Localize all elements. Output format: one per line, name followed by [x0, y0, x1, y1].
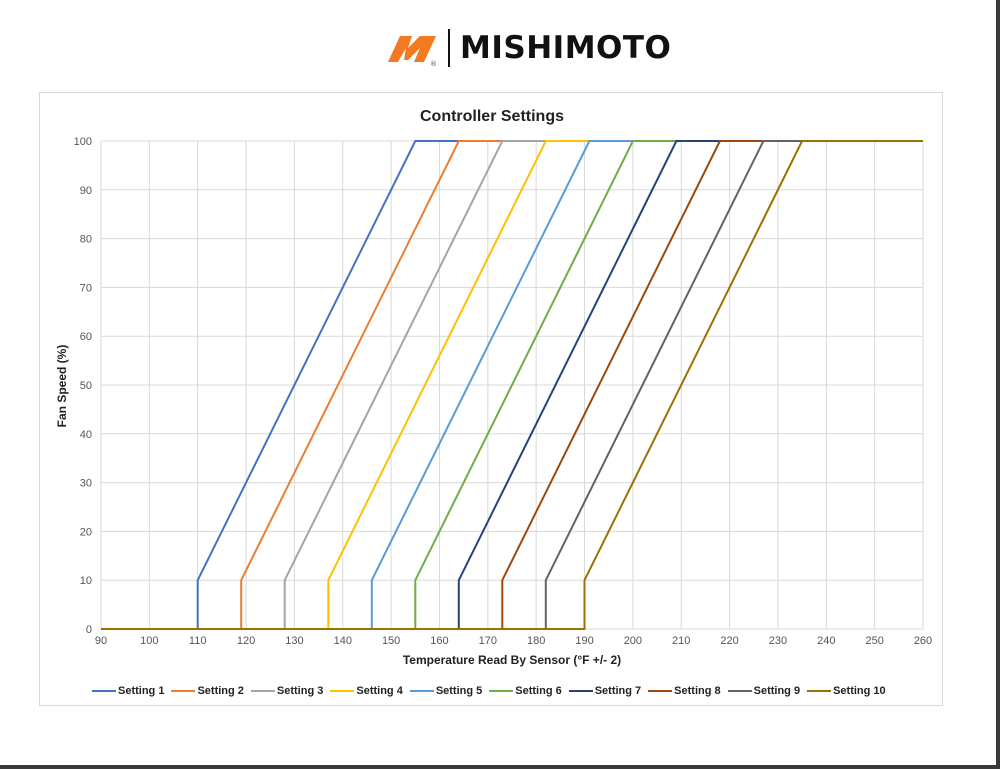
legend-label: Setting 2	[197, 685, 244, 697]
legend-swatch	[92, 690, 116, 692]
legend-swatch	[250, 690, 275, 692]
y-tick-label: 50	[80, 380, 92, 392]
chart-title: Controller Settings	[420, 108, 564, 125]
x-tick-label: 130	[285, 635, 303, 647]
series-line-setting-10	[101, 140, 923, 630]
legend-item: Setting 7	[568, 685, 642, 697]
legend-item: Setting 9	[727, 685, 801, 697]
legend-item: Setting 4	[330, 685, 403, 697]
x-tick-label: 190	[575, 635, 593, 647]
legend-swatch	[568, 690, 593, 692]
x-tick-label: 260	[914, 635, 932, 647]
brand-header: ® MISHIMOTO	[384, 26, 671, 70]
legend-label: Setting 9	[753, 685, 801, 697]
y-tick-label: 0	[86, 624, 92, 636]
x-tick-label: 210	[672, 635, 690, 647]
legend-swatch	[648, 690, 673, 692]
svg-text:®: ®	[430, 60, 437, 68]
legend-swatch	[807, 690, 832, 692]
legend-swatch	[409, 690, 434, 692]
x-tick-label: 200	[624, 635, 642, 647]
y-tick-label: 60	[80, 331, 92, 343]
y-tick-label: 20	[80, 526, 92, 538]
legend-label: Setting 5	[435, 685, 483, 697]
y-tick-label: 80	[80, 234, 92, 246]
x-tick-label: 140	[334, 635, 352, 647]
y-tick-label: 90	[80, 185, 92, 197]
x-tick-label: 120	[237, 635, 255, 647]
x-tick-label: 180	[527, 635, 545, 647]
y-tick-label: 30	[80, 478, 92, 490]
legend-label: Setting 1	[118, 685, 165, 697]
y-axis-label: Fan Speed (%)	[55, 345, 69, 428]
legend-item: Setting 10	[807, 685, 886, 697]
x-tick-label: 160	[430, 635, 448, 647]
legend-swatch	[727, 690, 752, 692]
x-tick-label: 230	[769, 635, 787, 647]
legend-item: Setting 3	[250, 685, 324, 697]
legend-label: Setting 7	[594, 685, 642, 697]
legend-label: Setting 4	[356, 685, 403, 697]
legend-label: Setting 8	[674, 685, 721, 697]
y-tick-label: 70	[80, 282, 92, 294]
legend-item: Setting 5	[409, 685, 483, 697]
brand-wordmark: MISHIMOTO	[460, 30, 672, 66]
legend-swatch	[330, 690, 355, 692]
fan-speed-chart: Controller Settings 0 10 20 30 40 50 60 70 80 90 1…	[55, 108, 932, 667]
y-tick-label: 40	[80, 429, 92, 441]
legend-item: Setting 1	[92, 685, 164, 697]
x-tick-label: 240	[817, 635, 835, 647]
legend-label: Setting 6	[515, 685, 562, 697]
y-tick-label: 10	[80, 575, 92, 587]
legend-item: Setting 6	[489, 685, 562, 697]
x-tick-label: 100	[140, 635, 158, 647]
legend-label: Setting 3	[276, 685, 324, 697]
y-tick-label: 100	[74, 136, 92, 148]
legend-swatch	[171, 690, 196, 692]
x-tick-label: 250	[865, 635, 883, 647]
x-axis-label: Temperature Read By Sensor (°F +/- 2)	[403, 653, 621, 667]
legend-item: Setting 8	[648, 685, 721, 697]
chart-legend: Setting 1 Setting 2 Setting 3 Setting 4 Sett…	[92, 683, 893, 699]
x-tick-label: 150	[382, 635, 400, 647]
chart-frame: Controller Settings 0 10 20 30 40 50 60 70 80 90 1…	[39, 92, 943, 706]
x-tick-label: 90	[95, 635, 107, 647]
x-tick-label: 170	[479, 635, 497, 647]
brand-separator	[448, 29, 450, 67]
x-tick-label: 110	[189, 635, 207, 647]
mishimoto-logo-icon: ®	[388, 36, 437, 68]
legend-item: Setting 2	[171, 685, 244, 697]
legend-swatch	[489, 690, 514, 692]
legend-label: Setting 10	[833, 685, 886, 697]
x-tick-label: 220	[720, 635, 738, 647]
